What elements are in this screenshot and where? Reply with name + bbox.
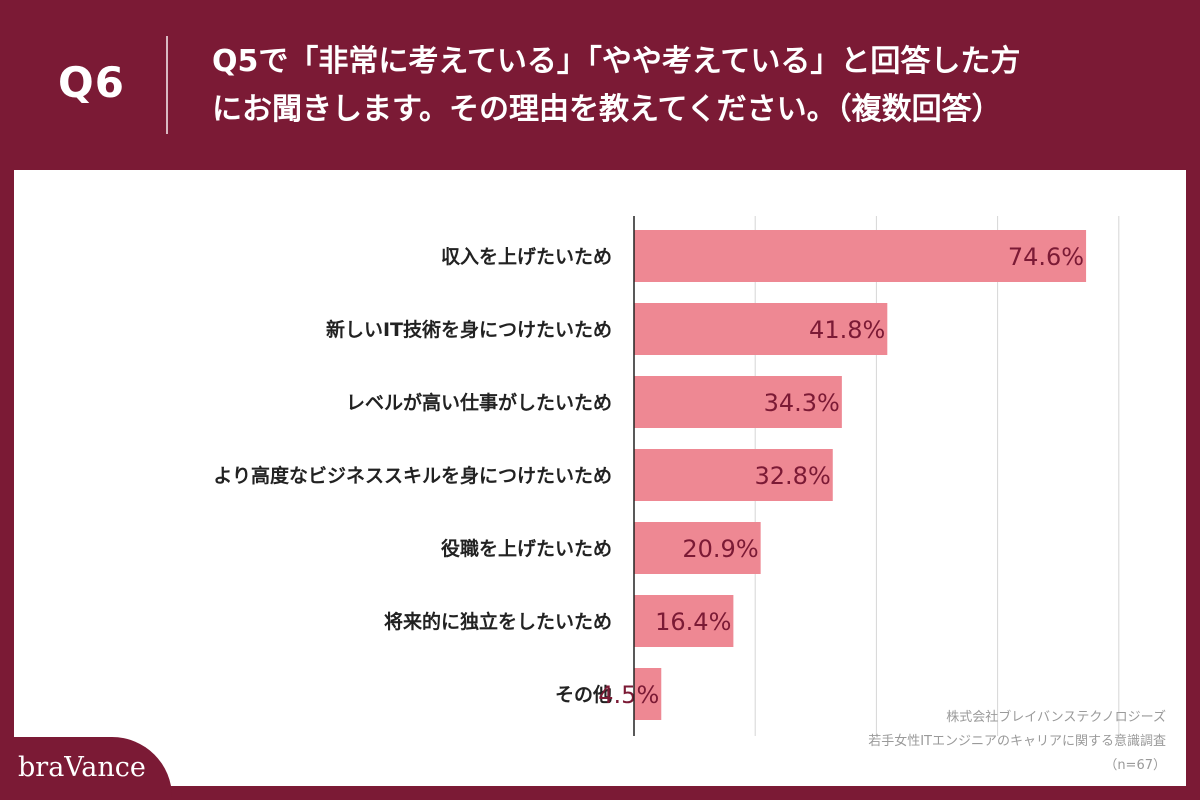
question-title-line1: Q5で「非常に考えている」「やや考えている」と回答した方	[212, 44, 1021, 79]
credit-company: 株式会社ブレイバンステクノロジーズ	[946, 710, 1166, 725]
bar	[634, 449, 833, 501]
value-label: 32.8%	[755, 462, 831, 490]
category-label: 役職を上げたいため	[441, 537, 612, 560]
logo-tab	[0, 737, 172, 800]
category-label: 新しいIT技術を身につけたいため	[326, 318, 612, 341]
credit-survey-title: 若手女性ITエンジニアのキャリアに関する意識調査	[868, 734, 1166, 749]
question-number: Q6	[58, 58, 125, 107]
bar	[634, 376, 842, 428]
value-label: 20.9%	[682, 535, 758, 563]
value-label: 16.4%	[655, 608, 731, 636]
category-label: レベルが高い仕事がしたいため	[346, 391, 612, 414]
question-title-line2: にお聞きします。その理由を教えてください。（複数回答）	[212, 92, 1002, 127]
survey-credit: 株式会社ブレイバンステクノロジーズ 若手女性ITエンジニアのキャリアに関する意識…	[868, 706, 1166, 778]
chart-panel: 収入を上げたいため 74.6% 新しいIT技術を身につけたいため 41.8% レベルが高…	[14, 170, 1186, 786]
value-label: 34.3%	[764, 389, 840, 417]
bar	[634, 303, 888, 355]
header-divider	[166, 36, 168, 134]
bar	[634, 668, 662, 720]
bar	[634, 522, 761, 574]
bar	[634, 230, 1087, 282]
header: Q6 Q5で「非常に考えている」「やや考えている」と回答した方 にお聞きします。…	[0, 0, 1200, 170]
value-label: 74.6%	[1008, 243, 1084, 271]
bar-chart: 収入を上げたいため 74.6% 新しいIT技術を身につけたいため 41.8% レベルが高…	[213, 216, 1120, 736]
value-label: 41.8%	[809, 316, 885, 344]
question-title: Q5で「非常に考えている」「やや考えている」と回答した方 にお聞きします。その理…	[212, 38, 1172, 134]
bar	[634, 595, 734, 647]
category-label: その他	[555, 683, 612, 706]
category-label: 将来的に独立をしたいため	[384, 610, 612, 633]
category-label: より高度なビジネススキルを身につけたいため	[213, 464, 612, 487]
credit-sample-size: （n=67）	[1104, 758, 1166, 773]
value-label: 4.5%	[598, 681, 659, 709]
category-label: 収入を上げたいため	[441, 246, 612, 268]
brand-logo: braVance	[18, 752, 146, 783]
